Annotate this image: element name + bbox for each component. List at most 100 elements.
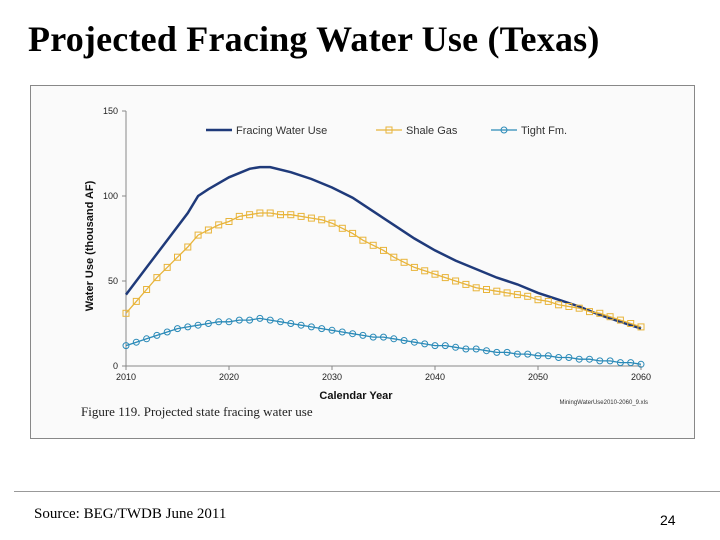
data-point-shale-gas [256,209,264,217]
data-point-shale-gas [143,286,151,293]
x-axis-title: Calendar Year [319,390,393,402]
data-point-shale-gas [215,221,223,229]
data-point-tight-fm [503,348,511,356]
slide-title: Projected Fracing Water Use (Texas) [28,19,600,59]
data-point-shale-gas [380,246,387,254]
data-point-shale-gas [472,284,480,292]
data-point-shale-gas [452,277,460,285]
data-point-tight-fm [637,360,645,368]
data-point-shale-gas [483,286,490,293]
figure-frame: 2010 2020 2030 2040 2050 2060 0 50 100 150 Fracing… [30,85,695,439]
data-point-tight-fm [431,342,439,350]
data-point-shale-gas [627,320,635,327]
page-number: 24 [660,512,676,528]
data-point-tight-fm [410,338,418,346]
data-point-shale-gas [555,301,563,309]
figure-caption: Figure 119. Projected state fracing wate… [81,404,313,419]
legend-marker-tight-fm [500,126,508,134]
data-point-shale-gas [400,258,408,266]
data-point-shale-gas [225,218,233,225]
data-point-tight-fm [606,357,614,365]
data-point-tight-fm [513,350,521,358]
data-point-shale-gas [441,274,449,282]
data-point-tight-fm [277,318,284,326]
data-point-tight-fm [287,320,295,327]
data-point-tight-fm [524,350,532,358]
series-line-fracing-water-use [125,165,642,330]
y-tick-label: 100 [103,191,118,201]
data-point-tight-fm [143,335,151,343]
y-axis-title: Water Use (thousand AF) [84,180,96,311]
data-point-tight-fm [153,331,161,339]
data-point-tight-fm [359,331,367,339]
legend-label-tight-fm: Tight Fm. [521,125,567,137]
data-point-shale-gas [493,287,501,295]
data-point-shale-gas [390,253,398,261]
figure-filename: MiningWaterUse2010-2060_9.xls [560,400,649,406]
data-point-tight-fm [421,340,429,348]
data-point-tight-fm [246,316,254,324]
data-point-tight-fm [328,326,336,334]
legend-label-fracing-water-use: Fracing Water Use [236,125,327,137]
x-tick-label: 2040 [425,372,445,382]
data-point-tight-fm [596,357,604,365]
y-tick-label: 0 [113,361,118,371]
data-point-tight-fm [184,323,192,331]
x-tick-label: 2010 [116,372,136,382]
data-point-tight-fm [380,333,387,341]
legend-marker-shale-gas [385,126,393,134]
source-note: Source: BEG/TWDB June 2011 [34,506,227,522]
data-point-shale-gas [122,309,130,317]
series-line-tight-fm [125,317,642,365]
footer-divider [14,491,720,492]
data-point-shale-gas [194,231,202,239]
data-point-shale-gas [328,219,336,227]
data-point-shale-gas [307,214,315,222]
data-point-shale-gas [616,316,624,324]
data-point-shale-gas [184,243,192,251]
data-point-tight-fm [369,333,377,341]
data-point-shale-gas [534,296,542,304]
data-point-shale-gas [359,236,367,244]
data-point-tight-fm [122,342,130,350]
data-point-tight-fm [174,325,181,333]
data-point-shale-gas [503,289,511,297]
data-point-tight-fm [204,320,212,327]
data-point-tight-fm [163,328,171,336]
data-point-shale-gas [338,224,346,232]
data-point-shale-gas [246,211,254,219]
data-point-shale-gas [297,212,305,220]
x-tick-label: 2060 [631,372,651,382]
data-point-tight-fm [493,348,501,356]
data-point-tight-fm [627,359,635,367]
data-point-tight-fm [452,343,460,351]
data-point-shale-gas [349,229,357,237]
data-point-tight-fm [483,347,490,355]
data-point-tight-fm [534,352,542,360]
data-point-shale-gas [174,253,181,261]
x-tick-label: 2030 [322,372,342,382]
data-point-tight-fm [575,355,583,363]
data-point-shale-gas [277,211,284,219]
data-point-tight-fm [462,345,470,353]
data-point-tight-fm [586,355,593,363]
data-point-tight-fm [390,335,398,343]
data-point-shale-gas [235,212,243,220]
y-tick-label: 50 [108,276,118,286]
data-point-shale-gas [637,323,645,331]
data-point-tight-fm [555,354,563,361]
data-point-shale-gas [369,241,377,249]
data-point-shale-gas [431,270,439,278]
data-point-shale-gas [421,267,429,275]
data-point-tight-fm [544,352,552,360]
data-point-tight-fm [297,321,305,329]
data-point-tight-fm [472,345,480,353]
plot-area: 2010 2020 2030 2040 2050 2060 0 50 100 150 Fracing… [103,106,651,382]
data-point-shale-gas [606,313,614,321]
data-point-shale-gas [586,308,593,316]
x-tick-label: 2020 [219,372,239,382]
data-point-shale-gas [462,280,470,288]
data-point-shale-gas [524,292,532,300]
data-point-tight-fm [565,354,573,361]
data-point-tight-fm [215,318,223,326]
